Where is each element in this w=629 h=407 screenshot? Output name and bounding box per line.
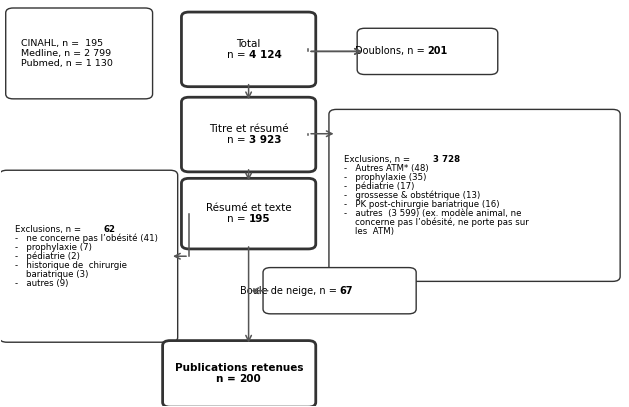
FancyBboxPatch shape [181,97,316,172]
Text: Publications retenues: Publications retenues [175,363,303,374]
Text: concerne pas l’obésité, ne porte pas sur: concerne pas l’obésité, ne porte pas sur [344,217,529,227]
Text: -   historique de  chirurgie: - historique de chirurgie [14,261,126,270]
Text: 62: 62 [103,225,115,234]
Text: les  ATM): les ATM) [344,227,394,236]
Text: bariatrique (3): bariatrique (3) [14,270,88,279]
FancyBboxPatch shape [163,341,316,407]
Text: -   pédiatrie (2): - pédiatrie (2) [14,252,79,261]
Text: -   Autres ATM* (48): - Autres ATM* (48) [344,164,428,173]
Text: -   PK post-chirurgie bariatrique (16): - PK post-chirurgie bariatrique (16) [344,200,499,209]
Text: 200: 200 [239,374,261,384]
Text: Exclusions, n =: Exclusions, n = [14,225,84,234]
Text: Résumé et texte: Résumé et texte [206,203,291,213]
Text: 4 124: 4 124 [248,50,281,60]
Text: Doublons, n =: Doublons, n = [355,46,428,57]
Text: Medline, n = 2 799: Medline, n = 2 799 [21,49,111,58]
FancyBboxPatch shape [0,170,177,342]
FancyBboxPatch shape [357,28,498,74]
Text: Titre et résumé: Titre et résumé [209,124,289,134]
Text: -   grossesse & obstétrique (13): - grossesse & obstétrique (13) [344,190,481,200]
Text: CINAHL, n =  195: CINAHL, n = 195 [21,39,103,48]
Text: n =: n = [226,50,248,60]
Text: 3 728: 3 728 [433,155,460,164]
Text: Boule de neige, n =: Boule de neige, n = [240,286,340,296]
Text: 201: 201 [428,46,448,57]
FancyBboxPatch shape [181,12,316,87]
Text: Pubmed, n = 1 130: Pubmed, n = 1 130 [21,59,113,68]
Text: -   autres  (3 599) (ex. modèle animal, ne: - autres (3 599) (ex. modèle animal, ne [344,209,521,218]
Text: -   ne concerne pas l’obésité (41): - ne concerne pas l’obésité (41) [14,234,157,243]
Text: -   prophylaxie (7): - prophylaxie (7) [14,243,91,252]
Text: 3 923: 3 923 [248,135,281,145]
Text: -   autres (9): - autres (9) [14,279,68,288]
Text: n =: n = [226,214,248,224]
Text: 67: 67 [340,286,353,296]
Text: 195: 195 [248,214,270,224]
FancyBboxPatch shape [6,8,153,99]
Text: Total: Total [237,39,261,49]
FancyBboxPatch shape [329,109,620,281]
FancyBboxPatch shape [181,178,316,249]
Text: Exclusions, n =: Exclusions, n = [344,155,413,164]
Text: -   pédiatrie (17): - pédiatrie (17) [344,182,415,191]
FancyBboxPatch shape [263,267,416,314]
Text: n =: n = [226,135,248,145]
Text: n =: n = [216,374,239,384]
Text: -   prophylaxie (35): - prophylaxie (35) [344,173,426,182]
